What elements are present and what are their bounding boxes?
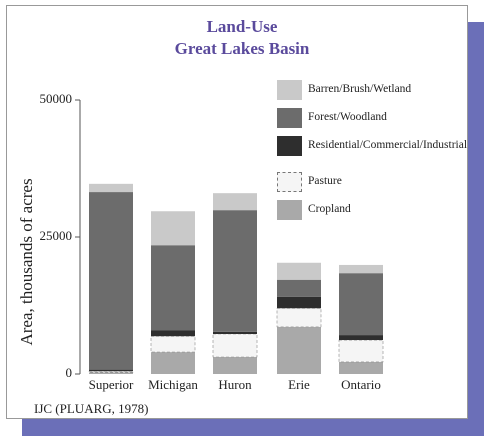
bar-segment [277, 296, 321, 309]
y-axis-label: Area, thousands of acres [17, 178, 36, 345]
x-tick-label: Michigan [148, 377, 198, 392]
legend-label: Pasture [308, 175, 342, 187]
legend-swatch [277, 108, 302, 128]
bar-segment [277, 326, 321, 374]
bar-segment [89, 183, 133, 193]
bar-segment [339, 361, 383, 374]
bar-segment [151, 211, 195, 246]
x-tick-label: Ontario [341, 377, 381, 392]
bar-segment [213, 210, 257, 332]
legend-swatch [277, 200, 302, 220]
legend-label: Residential/Commercial/Industrial [308, 139, 468, 151]
bar-segment [89, 369, 133, 372]
y-tick-label: 25000 [40, 228, 73, 243]
legend-label: Barren/Brush/Wetland [308, 83, 412, 95]
legend-label: Forest/Woodland [308, 111, 387, 123]
bar-segment [89, 372, 133, 374]
chart-title: Land-Use [207, 17, 278, 36]
bar-segment [277, 262, 321, 280]
bar-segment [212, 333, 258, 358]
bar-segment [88, 370, 134, 373]
bar-segment [151, 352, 195, 374]
x-tick-label: Erie [288, 377, 310, 392]
y-tick-label: 0 [66, 365, 73, 380]
x-tick-label: Huron [218, 377, 252, 392]
chart-subtitle: Great Lakes Basin [175, 39, 310, 58]
bar-segment [151, 330, 195, 337]
bar-segment [276, 307, 322, 328]
bar-segment [150, 335, 196, 353]
legend-swatch [277, 136, 302, 156]
bar-segment [151, 245, 195, 331]
bar-segment [277, 279, 321, 297]
bar-segment [339, 273, 383, 336]
bar-segment [339, 335, 383, 341]
bar-segment [339, 264, 383, 274]
legend-label: Cropland [308, 203, 351, 215]
bar-segment [213, 357, 257, 374]
bar-segment [213, 193, 257, 211]
bar-segment [338, 339, 384, 363]
legend-swatch [277, 80, 302, 100]
source: IJC (PLUARG, 1978) [34, 401, 148, 416]
y-tick-label: 50000 [40, 91, 73, 106]
bar-segment [213, 331, 257, 334]
x-tick-label: Superior [89, 377, 134, 392]
legend-swatch [277, 172, 302, 192]
bar-segment [89, 192, 133, 370]
